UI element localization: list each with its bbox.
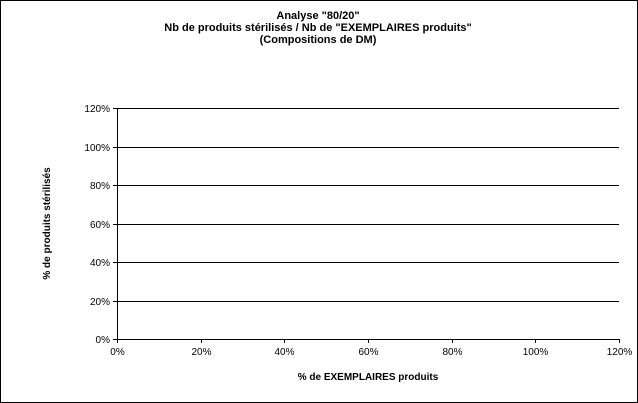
y-tick-label: 40% <box>90 258 110 269</box>
y-tick-label: 60% <box>90 220 110 231</box>
y-ticks: 0% 20% 40% 60% 80% 100% 120% <box>84 104 117 346</box>
chart-title: Analyse "80/20" Nb de produits stérilisé… <box>0 10 636 46</box>
x-tick-label: 100% <box>523 347 549 358</box>
y-tick-label: 20% <box>90 297 110 308</box>
x-ticks: 0% 20% 40% 60% 80% 100% 120% <box>110 339 632 358</box>
y-tick-label: 100% <box>84 143 110 154</box>
chart-title-line-2: Nb de produits stérilisés / Nb de "EXEMP… <box>164 22 472 34</box>
chart-title-line-3: (Compositions de DM) <box>259 34 377 46</box>
y-axis-label: % de produits stérilisés <box>42 167 53 280</box>
chart-title-line-1: Analyse "80/20" <box>276 10 360 22</box>
x-tick-label: 0% <box>110 347 125 358</box>
y-tick-label: 80% <box>90 181 110 192</box>
y-tick-label: 0% <box>96 335 111 346</box>
x-tick-label: 40% <box>274 347 294 358</box>
y-tick-label: 120% <box>84 104 110 115</box>
x-tick-label: 80% <box>442 347 462 358</box>
x-axis-label: % de EXEMPLAIRES produits <box>298 372 439 383</box>
x-tick-label: 120% <box>607 347 633 358</box>
x-tick-label: 20% <box>191 347 211 358</box>
grid-lines <box>117 108 619 302</box>
axes <box>117 108 619 340</box>
x-tick-label: 60% <box>358 347 378 358</box>
